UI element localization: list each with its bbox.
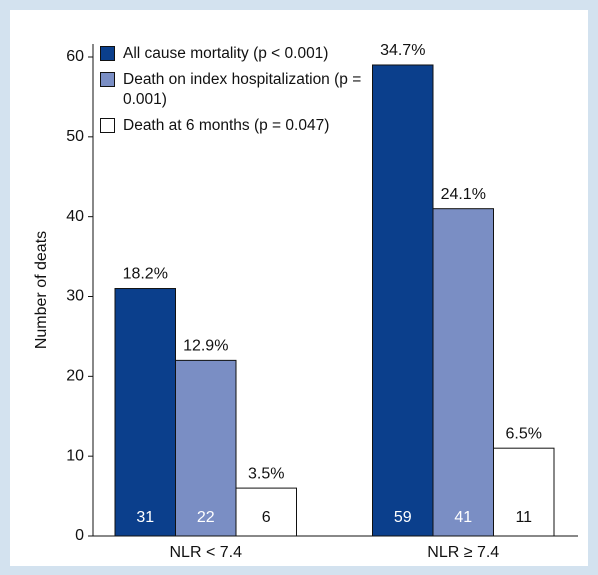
bar — [493, 447, 555, 537]
y-tick-label: 50 — [66, 128, 84, 145]
legend-swatch — [100, 46, 115, 61]
legend-item: All cause mortality (p < 0.001) — [100, 44, 362, 64]
bar-count-label: 41 — [454, 509, 472, 526]
bar-count-label: 31 — [136, 509, 154, 526]
legend-item: Death on index hospitalization (p = 0.00… — [100, 70, 362, 110]
bar-percent-label: 12.9% — [183, 338, 228, 355]
bar-count-label: 6 — [262, 509, 271, 526]
bar-count-label: 59 — [394, 509, 412, 526]
legend-swatch — [100, 72, 115, 87]
legend: All cause mortality (p < 0.001) Death on … — [100, 44, 362, 142]
bar — [432, 208, 494, 537]
y-tick-label: 30 — [66, 288, 84, 305]
bar — [175, 359, 237, 537]
y-tick-label: 10 — [66, 447, 84, 464]
x-tick-label: NLR ≥ 7.4 — [427, 544, 499, 561]
y-axis-label: Number of deats — [33, 231, 50, 349]
legend-label: All cause mortality (p < 0.001) — [123, 45, 329, 62]
y-tick-label: 60 — [66, 48, 84, 65]
y-tick-label: 20 — [66, 368, 84, 385]
bar-count-label: 22 — [197, 509, 215, 526]
bar-percent-label: 24.1% — [441, 186, 486, 203]
legend-swatch — [100, 118, 115, 133]
bar — [235, 487, 297, 537]
y-tick-label: 0 — [75, 527, 84, 544]
legend-label: Death on index hospitalization (p = 0.00… — [123, 71, 362, 108]
y-tick-label: 40 — [66, 208, 84, 225]
bar-percent-label: 3.5% — [248, 465, 284, 482]
bar-count-label: 11 — [515, 509, 532, 526]
bar-percent-label: 34.7% — [380, 42, 425, 59]
legend-label: Death at 6 months (p = 0.047) — [123, 117, 330, 134]
x-tick-label: NLR < 7.4 — [170, 544, 243, 561]
legend-item: Death at 6 months (p = 0.047) — [100, 116, 362, 136]
bar-percent-label: 18.2% — [123, 266, 168, 283]
bar — [372, 64, 434, 537]
bar — [114, 288, 176, 537]
bar-percent-label: 6.5% — [506, 425, 542, 442]
